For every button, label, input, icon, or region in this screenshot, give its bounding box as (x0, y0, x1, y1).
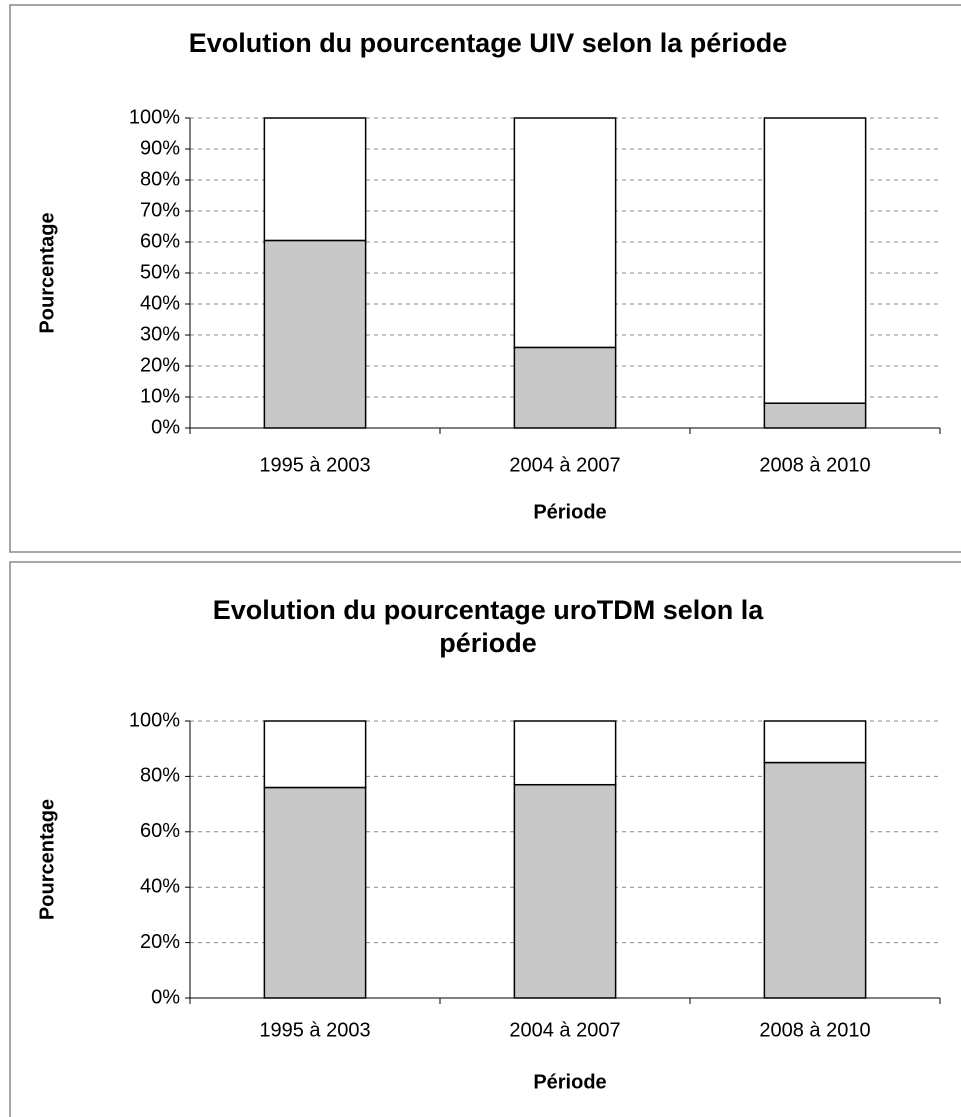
bar-segment (763, 117, 867, 404)
y-tick-label: 40% (140, 292, 180, 314)
bar-segment (763, 402, 867, 429)
y-tick-label: 100% (129, 106, 180, 128)
chart-title: Evolution du pourcentage UIV selon la pé… (189, 28, 788, 58)
x-axis-label: Période (533, 1071, 606, 1093)
x-tick-label: 2004 à 2007 (509, 454, 620, 476)
x-tick-label: 2004 à 2007 (509, 1019, 620, 1041)
x-tick-label: 2008 à 2010 (759, 1019, 870, 1041)
y-tick-label: 0% (151, 416, 180, 438)
y-axis-label: Pourcentage (36, 212, 58, 333)
y-tick-label: 90% (140, 137, 180, 159)
y-tick-label: 50% (140, 261, 180, 283)
y-tick-label: 0% (151, 986, 180, 1008)
chart-title: Evolution du pourcentage uroTDM selon la (213, 595, 765, 625)
bar-segment (263, 786, 367, 999)
bar-segment (763, 761, 867, 999)
bar-segment (263, 117, 367, 242)
y-tick-label: 40% (140, 875, 180, 897)
x-tick-label: 2008 à 2010 (759, 454, 870, 476)
y-tick-label: 100% (129, 709, 180, 731)
bar-segment (513, 720, 617, 786)
y-tick-label: 20% (140, 354, 180, 376)
bar-segment (513, 346, 617, 429)
y-tick-label: 80% (140, 168, 180, 190)
bar-segment (263, 720, 367, 789)
chart-title: période (439, 628, 537, 658)
y-tick-label: 30% (140, 323, 180, 345)
x-tick-label: 1995 à 2003 (259, 1019, 370, 1041)
y-tick-label: 60% (140, 820, 180, 842)
bar-segment (513, 117, 617, 349)
y-axis-label: Pourcentage (36, 799, 58, 920)
y-tick-label: 60% (140, 230, 180, 252)
y-tick-label: 80% (140, 765, 180, 787)
y-tick-label: 10% (140, 385, 180, 407)
y-tick-label: 70% (140, 199, 180, 221)
x-axis-label: Période (533, 501, 606, 523)
bar-segment (263, 239, 367, 429)
bar-segment (763, 720, 867, 764)
bar-segment (513, 783, 617, 999)
y-tick-label: 20% (140, 931, 180, 953)
x-tick-label: 1995 à 2003 (259, 454, 370, 476)
